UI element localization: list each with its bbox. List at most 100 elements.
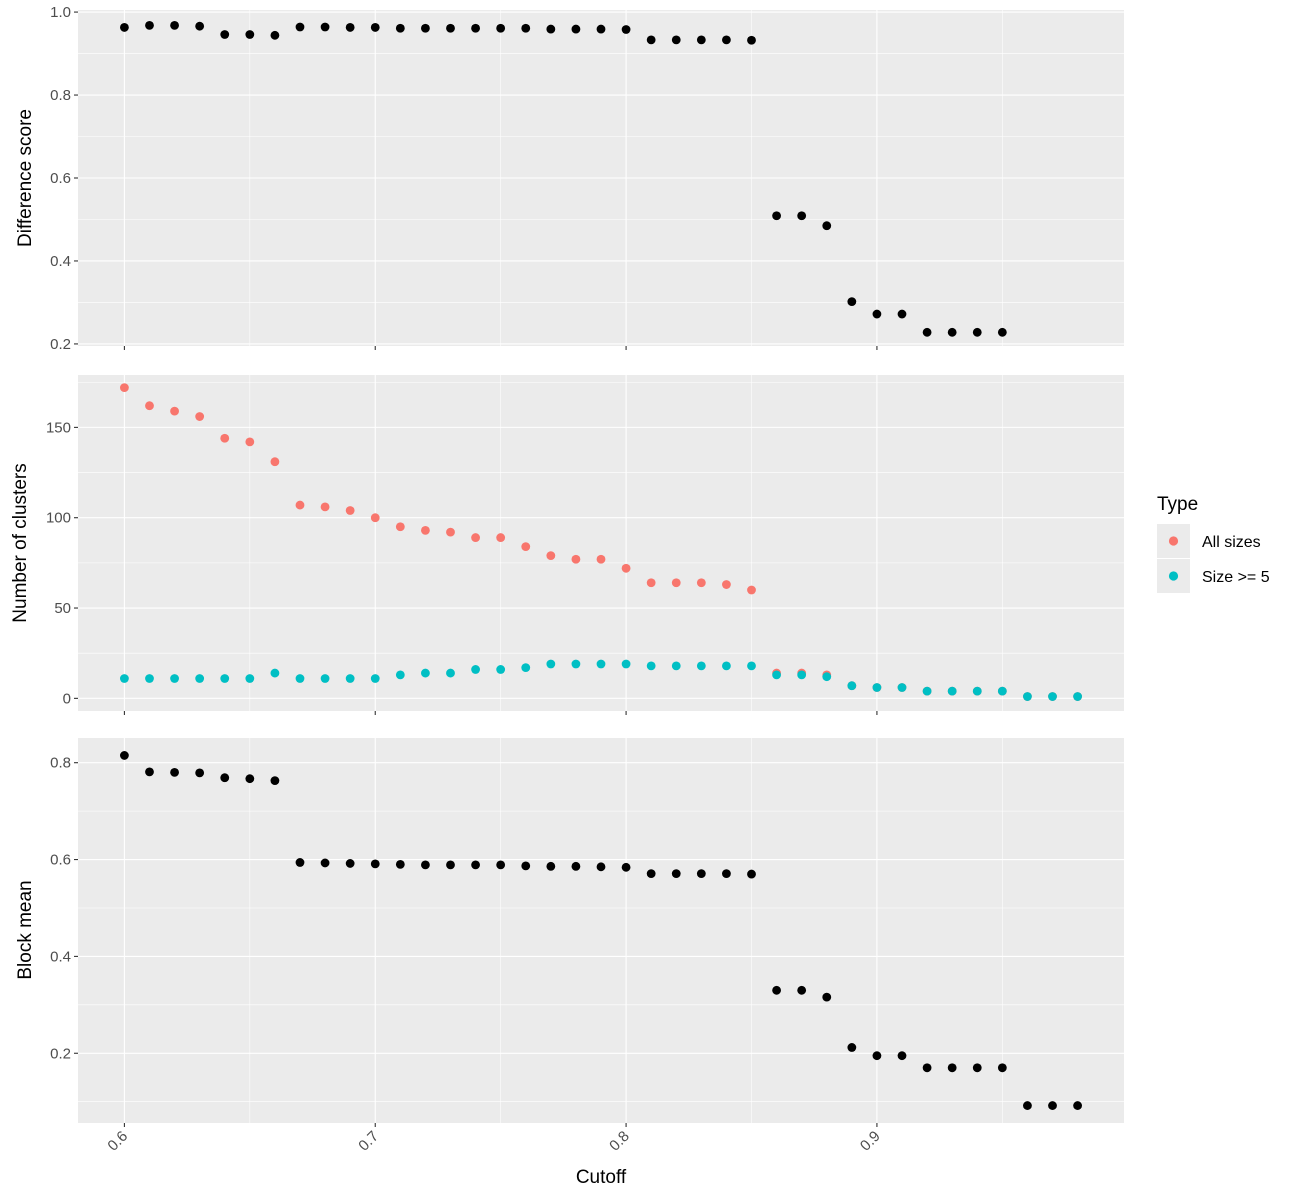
data-point	[1048, 692, 1057, 701]
data-point	[446, 23, 455, 33]
data-point	[747, 585, 756, 595]
data-point	[521, 542, 531, 552]
x-tick-label: 0.6	[104, 1128, 131, 1155]
data-point	[320, 674, 330, 683]
data-point	[270, 668, 280, 678]
data-point	[847, 297, 857, 307]
ylabel-block-mean: Block mean	[15, 880, 36, 979]
legend-key-size-ge-5	[1168, 571, 1179, 581]
data-point	[772, 670, 781, 680]
data-point	[922, 1063, 932, 1073]
data-point	[421, 860, 430, 870]
data-point	[195, 412, 205, 421]
data-point	[320, 502, 330, 512]
data-point	[421, 23, 430, 33]
data-point	[270, 776, 280, 786]
data-point	[245, 674, 255, 683]
data-point	[370, 23, 380, 32]
data-point	[947, 327, 957, 337]
data-point	[571, 659, 581, 669]
data-point	[546, 551, 556, 561]
y-tick-label: 0	[63, 690, 71, 707]
data-point	[847, 1043, 857, 1052]
data-point	[220, 674, 230, 683]
data-point	[496, 860, 506, 870]
data-point	[145, 20, 154, 30]
data-point	[922, 686, 932, 696]
data-point	[145, 401, 154, 411]
data-point	[571, 554, 581, 564]
legend-title: Type	[1157, 494, 1198, 515]
data-point	[245, 437, 255, 447]
data-point	[822, 221, 832, 231]
data-point	[320, 22, 330, 32]
data-point	[295, 858, 305, 867]
legend-label-size-ge-5: Size >= 5	[1202, 569, 1270, 586]
data-point	[621, 659, 631, 669]
data-point	[897, 1051, 907, 1061]
data-point	[370, 674, 380, 683]
data-point	[947, 1063, 957, 1073]
data-point	[772, 985, 781, 995]
data-point	[370, 513, 380, 523]
data-point	[897, 683, 907, 692]
data-point	[621, 862, 631, 872]
data-point	[922, 327, 932, 337]
data-point	[972, 1063, 982, 1073]
data-point	[646, 661, 656, 671]
data-point	[170, 767, 179, 777]
data-point	[446, 668, 455, 678]
y-tick-label: 0.8	[50, 755, 71, 772]
data-point	[320, 858, 330, 868]
data-point	[621, 25, 631, 34]
data-point	[722, 869, 731, 878]
data-point	[596, 862, 606, 872]
data-point	[395, 23, 405, 33]
data-point	[395, 670, 405, 680]
y-tick-label: 150	[46, 419, 71, 436]
data-point	[421, 525, 430, 535]
data-point	[546, 861, 556, 871]
data-point	[471, 23, 480, 33]
data-point	[295, 674, 305, 683]
data-point	[997, 1063, 1007, 1073]
data-point	[395, 522, 405, 532]
data-point	[120, 751, 129, 760]
data-point	[345, 674, 355, 683]
data-point	[671, 869, 681, 878]
data-point	[671, 661, 681, 671]
data-point	[1048, 1101, 1057, 1110]
data-point	[596, 24, 606, 34]
data-point	[646, 869, 656, 878]
data-point	[471, 665, 480, 674]
data-point	[646, 578, 656, 588]
data-point	[395, 859, 405, 869]
data-point	[370, 859, 380, 869]
data-point	[446, 527, 455, 537]
y-tick-label: 0.2	[50, 1045, 71, 1062]
data-point	[471, 533, 480, 542]
data-point	[195, 21, 205, 31]
data-point	[822, 672, 832, 682]
xlabel-cutoff: Cutoff	[576, 1167, 627, 1188]
panel-background	[78, 738, 1124, 1123]
data-point	[1073, 1101, 1082, 1110]
data-point	[195, 674, 205, 683]
data-point	[496, 533, 506, 542]
x-tick-label: 0.8	[606, 1128, 633, 1155]
data-point	[847, 681, 857, 691]
data-point	[997, 686, 1007, 696]
data-point	[747, 35, 756, 45]
y-tick-label: 100	[46, 510, 71, 527]
data-point	[345, 859, 355, 868]
data-point	[947, 686, 957, 696]
data-point	[120, 23, 129, 32]
data-point	[220, 30, 230, 39]
data-point	[696, 661, 706, 671]
data-point	[471, 860, 480, 870]
data-point	[170, 20, 179, 30]
data-point	[722, 580, 731, 589]
data-point	[671, 578, 681, 588]
data-point	[1073, 692, 1082, 701]
data-point	[696, 35, 706, 45]
